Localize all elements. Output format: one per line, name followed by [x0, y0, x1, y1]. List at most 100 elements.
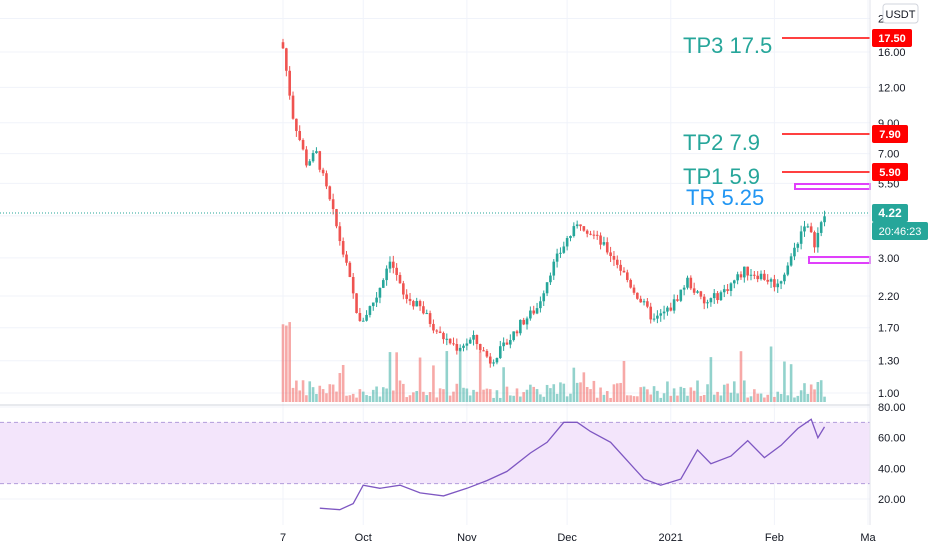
volume-bar [656, 390, 659, 402]
volume-bar [559, 382, 562, 402]
volume-bar [773, 396, 776, 402]
candle-body [435, 330, 439, 332]
candle-body [285, 48, 288, 71]
volume-bar [732, 381, 736, 402]
volume-bar [301, 380, 305, 402]
candle-body [702, 296, 706, 304]
candle-body [773, 279, 776, 288]
rsi-panel [0, 421, 870, 485]
candle-body [712, 293, 716, 299]
candle-body [415, 300, 419, 307]
volume-bar [412, 392, 415, 402]
volume-bar [783, 361, 786, 402]
candle-body [679, 289, 683, 301]
volume-bar [722, 384, 726, 402]
candle-body [495, 358, 499, 363]
candle-body [325, 173, 328, 187]
candle-body [478, 344, 482, 351]
volume-bar [348, 395, 352, 402]
candle-body [458, 347, 462, 351]
volume-bar [676, 395, 679, 402]
volume-bar [539, 394, 542, 402]
candle-body [783, 274, 786, 282]
price-tick-label: 2.20 [878, 291, 899, 303]
candle-body [669, 307, 673, 311]
candle-body [803, 226, 806, 232]
candle-body [732, 280, 736, 284]
tp2-badge-box [872, 125, 908, 143]
candle-body [592, 234, 596, 236]
candle-body [729, 283, 733, 291]
candle-body [639, 298, 642, 303]
candle-body [786, 265, 790, 275]
candle-body [595, 234, 599, 236]
volume-bar [776, 391, 780, 402]
countdown-badge-box [872, 222, 928, 240]
candle-body [809, 226, 813, 233]
volume-bar [756, 393, 759, 402]
volume-bar [485, 388, 489, 402]
volume-bar [736, 393, 739, 402]
volume-bar [743, 380, 746, 402]
volume-bar [666, 381, 669, 402]
volume-bar [542, 396, 546, 402]
volume-bar [462, 387, 465, 402]
volume-bar [375, 386, 378, 402]
price-tick-label: 3.00 [878, 253, 899, 265]
volume-bar [371, 389, 375, 402]
volume-bar [398, 380, 402, 402]
volume-bar [696, 380, 699, 402]
candle-body [301, 140, 305, 150]
candle-body [321, 169, 325, 174]
volume-bar [823, 396, 826, 402]
tp3-badge: 17.50 [878, 33, 906, 45]
volume-bar [298, 390, 302, 402]
tr-annotation: TR 5.25 [686, 185, 764, 210]
volume-bar [689, 387, 693, 402]
volume-bar [325, 393, 328, 402]
candle-body [532, 310, 536, 314]
candle-body [522, 319, 525, 325]
candle-body [769, 279, 773, 282]
candle-body [452, 343, 455, 345]
volume-bar [519, 396, 522, 402]
volume-bar [642, 386, 646, 402]
volume-bar [702, 394, 706, 402]
candle-body [318, 151, 322, 170]
candle-body [575, 224, 579, 227]
volume-bar [482, 389, 485, 402]
volume-bar [612, 384, 616, 402]
candle-body [753, 274, 756, 276]
volume-bar [472, 389, 475, 402]
candle-body [368, 306, 372, 315]
candlestick-series [281, 38, 826, 368]
candle-body [519, 319, 522, 334]
volume-bar [699, 395, 703, 402]
candle-body [676, 299, 679, 301]
candle-body [315, 151, 318, 153]
candle-body [626, 272, 629, 280]
candle-body [656, 315, 659, 319]
volume-bars [281, 322, 826, 402]
volume-bar [288, 322, 291, 402]
candle-body [331, 199, 335, 210]
volume-bar [509, 395, 512, 402]
candle-body [365, 314, 368, 321]
candle-body [388, 261, 392, 269]
volume-bar [662, 393, 666, 402]
volume-bar [488, 389, 492, 402]
volume-bar [502, 367, 505, 402]
candle-body [465, 343, 469, 346]
price-tick-label: 12.00 [878, 82, 906, 94]
candle-body [609, 252, 612, 257]
last-price-badge-box [872, 204, 908, 222]
volume-bar [652, 386, 656, 402]
candle-body [689, 277, 693, 289]
candle-body [619, 264, 622, 271]
candle-body [779, 281, 783, 284]
candle-body [535, 308, 539, 314]
volume-bar [679, 386, 683, 402]
tp2-badge: 7.90 [879, 129, 900, 141]
candle-body [615, 259, 619, 265]
